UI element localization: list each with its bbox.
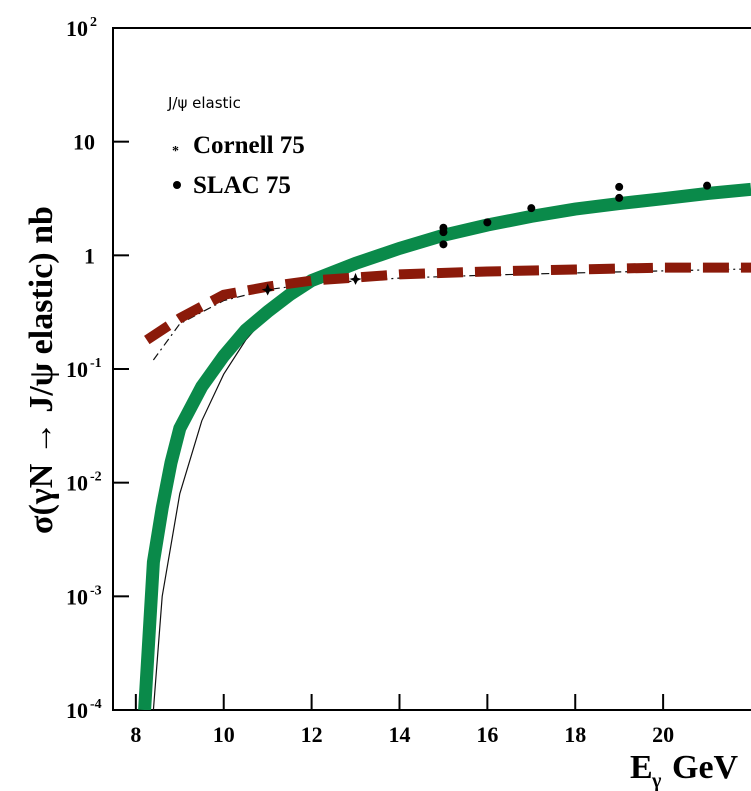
curve (138, 182, 751, 710)
data-point (615, 193, 624, 202)
legend-marker (173, 181, 181, 189)
y-tick-label: 10 (66, 16, 88, 41)
x-axis-title: E (630, 749, 653, 786)
data-point (439, 240, 448, 249)
data-point (615, 182, 624, 191)
y-tick-exponent: -2 (90, 470, 102, 485)
y-tick-exponent: -1 (90, 356, 102, 371)
x-tick-label: 16 (476, 722, 498, 747)
y-tick-exponent: 2 (90, 15, 97, 30)
y-tick-label: 10 (66, 584, 88, 609)
data-point (349, 272, 362, 285)
data-point (261, 283, 274, 296)
curve (152, 268, 751, 361)
y-tick-label: 1 (84, 243, 95, 268)
data-point (703, 181, 712, 190)
x-tick-label: 8 (130, 722, 141, 747)
x-tick-label: 14 (388, 722, 410, 747)
legend-label: SLAC 75 (193, 172, 291, 199)
legend-title: J/ψ elastic (167, 94, 241, 112)
x-tick-label: 20 (652, 722, 674, 747)
y-tick-label: 10 (66, 357, 88, 382)
x-tick-label: 10 (213, 722, 235, 747)
y-tick-label: 10 (66, 471, 88, 496)
x-axis-title-sub: γ (651, 770, 662, 791)
x-axis-title-unit: GeV (672, 749, 739, 786)
legend-label: Cornell 75 (193, 132, 305, 159)
y-tick-label: 10 (66, 698, 88, 723)
data-point (439, 223, 448, 232)
x-tick-label: 12 (301, 722, 323, 747)
x-tick-label: 18 (564, 722, 586, 747)
y-tick-exponent: -3 (90, 583, 102, 598)
curve (144, 262, 751, 345)
curve (152, 188, 751, 710)
legend-marker: * (172, 144, 179, 159)
data-point (483, 218, 492, 227)
y-tick-label: 10 (73, 130, 95, 155)
data-point (527, 204, 536, 213)
y-axis-title: σ(γN → J/ψ elastic) nb (23, 206, 60, 534)
y-tick-exponent: -4 (90, 697, 102, 712)
